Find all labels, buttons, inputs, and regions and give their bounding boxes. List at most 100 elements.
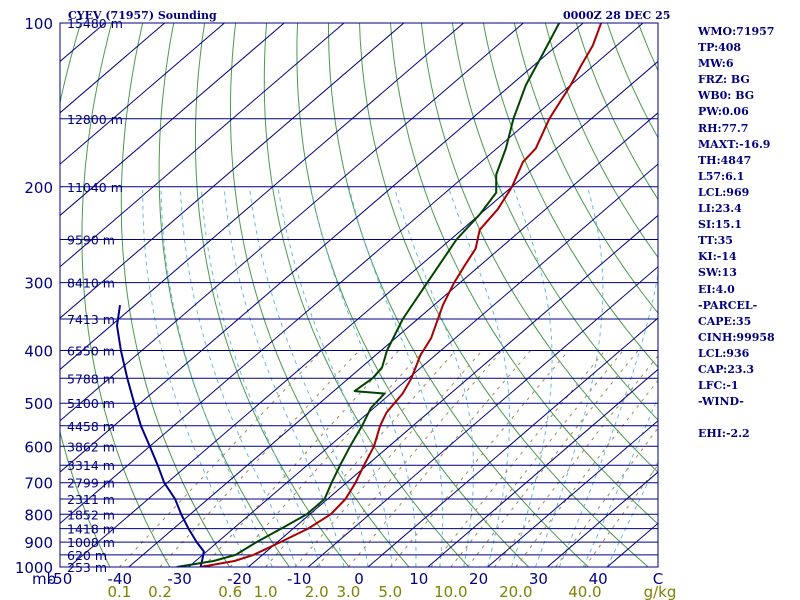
mixing-ratio-label: 10.0 [434, 583, 467, 600]
index-item: SW:13 [698, 266, 737, 280]
height-label: 15480 m [67, 16, 123, 31]
index-item: MW:6 [698, 57, 734, 71]
index-item: LCL:969 [698, 185, 750, 199]
moist-adiabat [248, 186, 369, 567]
temperature-tick-label: C [653, 570, 663, 588]
dry-adiabat [606, 23, 658, 139]
index-item: -PARCEL- [698, 298, 758, 312]
pressure-tick-label: 900 [24, 534, 53, 552]
index-item [698, 410, 775, 426]
dry-adiabat [451, 23, 658, 421]
dry-adiabat [296, 23, 529, 567]
temperature-tick-label: 0 [354, 570, 364, 588]
index-item: FRZ: BG [698, 73, 750, 87]
temperature-tick-label: -10 [287, 570, 312, 588]
isotherm [367, 317, 658, 567]
dewpoint-profile [176, 23, 561, 567]
index-item: KI:-14 [698, 250, 737, 264]
dry-adiabat [544, 23, 658, 259]
temperature-profile [200, 23, 603, 567]
height-label: 9590 m [67, 233, 115, 248]
index-item: EHI:-2.2 [698, 427, 750, 441]
height-label: 2311 m [67, 492, 115, 507]
pressure-tick-label: 300 [24, 275, 53, 293]
dry-adiabat [420, 23, 658, 473]
pressure-tick-label: 600 [24, 438, 53, 456]
mixing-ratio-label: 3.0 [336, 583, 360, 600]
isotherm [188, 163, 658, 567]
isotherm [248, 214, 658, 567]
isotherm [60, 23, 405, 319]
mixing-ratio-label: 5.0 [378, 583, 402, 600]
isotherm [547, 471, 658, 567]
dry-adiabat [194, 23, 350, 567]
index-item: MAXT:-16.9 [698, 137, 771, 151]
stability-indices-panel: WMO:71957 TP:408 MW:6 FRZ: BG WB0: BG PW:0.06… [698, 24, 775, 442]
temperature-tick-label: -20 [227, 570, 252, 588]
index-item: EI:4.0 [698, 282, 735, 296]
index-item: WMO:71957 [698, 25, 775, 38]
mixing-ratio-label: 20.0 [499, 583, 532, 600]
isotherm [60, 23, 285, 217]
height-label: 4458 m [67, 419, 115, 434]
height-label: 6550 m [67, 344, 115, 359]
pressure-tick-label: 800 [24, 506, 53, 524]
isotherm [60, 23, 644, 525]
station-title: CYEV (71957) Sounding [68, 9, 217, 22]
isotherm [60, 23, 524, 422]
plot-background [60, 23, 658, 567]
pressure-tick-label: 700 [24, 475, 53, 493]
index-item: LFC:-1 [698, 379, 739, 393]
index-item: -WIND- [698, 395, 744, 409]
moist-adiabat [534, 186, 604, 567]
index-item: TT:35 [698, 234, 733, 248]
index-item: CAP:23.3 [698, 362, 755, 376]
height-label: 1418 m [67, 522, 115, 537]
height-label: 3314 m [67, 458, 115, 473]
temperature-tick-label: 10 [409, 570, 428, 588]
pressure-tick-label: 100 [24, 15, 53, 33]
temperature-tick-label: -30 [167, 570, 192, 588]
isotherm [128, 112, 658, 567]
isotherm [60, 23, 464, 371]
mixing-ratio-label: 0.2 [148, 583, 172, 600]
isotherm [487, 420, 658, 567]
temperature-tick-label: 40 [589, 570, 608, 588]
temperature-tick-label: -50 [48, 570, 73, 588]
height-label: 7413 m [67, 312, 115, 327]
height-label: 2799 m [67, 476, 115, 491]
pressure-tick-label: 200 [24, 179, 53, 197]
index-item: TH:4847 [698, 153, 752, 167]
isotherm [60, 23, 225, 165]
index-item: LI:23.4 [698, 202, 742, 216]
dry-adiabat [81, 23, 171, 567]
isotherm [60, 23, 584, 473]
index-item: LCL:936 [698, 346, 750, 360]
pressure-tick-label: 1000 [15, 559, 53, 577]
mixing-ratio-unit-label: g/kg [644, 583, 677, 600]
isotherm [68, 60, 658, 567]
dry-adiabat [390, 23, 658, 525]
parcel-trace [116, 304, 205, 567]
plot-border [59, 22, 659, 568]
pressure-tick-label: 400 [24, 343, 53, 361]
mixing-ratio-label: 0.1 [107, 583, 131, 600]
dry-adiabat [263, 23, 470, 567]
height-label: 5100 m [67, 396, 115, 411]
dry-adiabat [359, 23, 649, 567]
height-label: 5788 m [67, 371, 115, 386]
index-item: L57:6.1 [698, 169, 745, 183]
isotherm [427, 368, 658, 567]
dry-adiabat [0, 23, 19, 567]
dry-adiabat [793, 23, 800, 567]
pressure-unit-label: mb [32, 570, 56, 588]
height-label: 8410 m [67, 276, 115, 291]
mixing-ratio-label: 1.0 [254, 583, 278, 600]
index-item: CAPE:35 [698, 314, 752, 328]
dry-adiabat [575, 23, 658, 201]
mixing-ratio-label: 2.0 [305, 583, 329, 600]
sounding-profiles [116, 23, 603, 567]
height-label: 12800 m [67, 112, 123, 127]
